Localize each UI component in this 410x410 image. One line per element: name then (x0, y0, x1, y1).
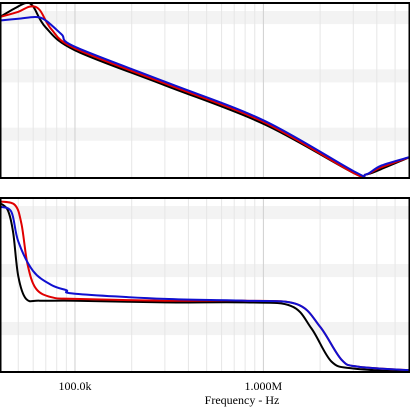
grid-band (0, 322, 410, 336)
x-tick-label: 1.000M (245, 379, 283, 393)
top-panel (0, 1, 410, 179)
grid-band (0, 264, 410, 278)
bottom-panel (0, 197, 410, 373)
series-line-bottom-2 (0, 205, 410, 372)
grid-band (0, 206, 410, 220)
grid-band (0, 127, 410, 141)
grid-band (0, 11, 410, 25)
x-tick-labels: 100.0k 1.000M (58, 379, 282, 393)
panel-background (0, 3, 410, 178)
panel-background (0, 198, 410, 372)
series-line-top-2 (0, 15, 410, 178)
x-axis-title: Frequency - Hz (205, 393, 280, 407)
series-line-bottom-0 (0, 202, 410, 373)
x-tick-label: 100.0k (58, 379, 91, 393)
grid-band (0, 69, 410, 83)
